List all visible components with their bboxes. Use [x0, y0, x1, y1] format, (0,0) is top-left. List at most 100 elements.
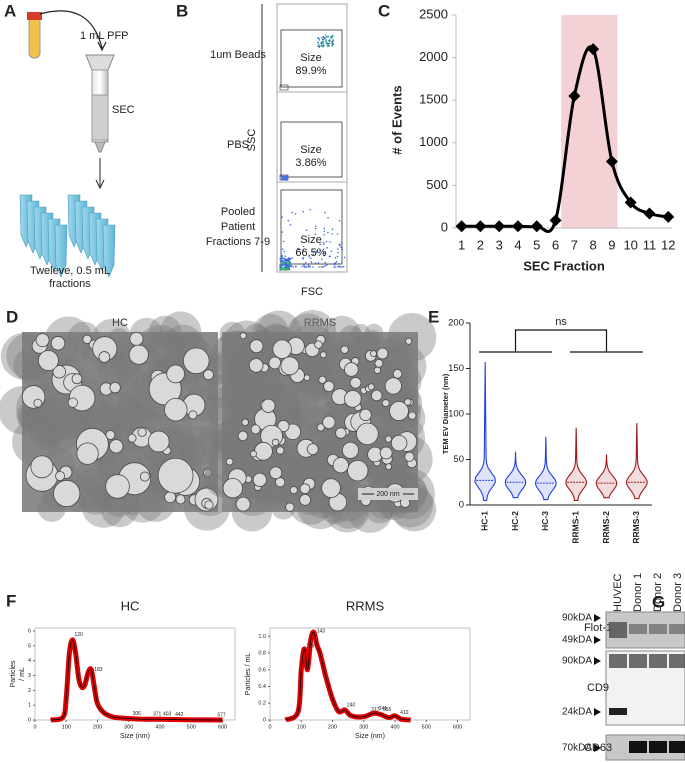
grain: [279, 458, 324, 504]
gate-percent: 66.5%: [295, 247, 326, 259]
event-dot: [279, 258, 281, 260]
event-dot: [281, 263, 284, 266]
x-tick-label: 200: [328, 724, 337, 730]
axis-label: FSC: [301, 286, 323, 298]
grain: [148, 315, 182, 349]
grain: [234, 358, 280, 405]
x-tick-label: 4: [514, 237, 521, 252]
grain: [315, 429, 360, 474]
event-dot: [309, 208, 311, 211]
x-tick-label: 200: [93, 724, 102, 730]
marker: [474, 220, 487, 233]
vesicle: [250, 424, 261, 435]
blot-name: CD9: [587, 682, 609, 694]
event-dot: [303, 264, 305, 266]
event-dot: [329, 241, 331, 243]
grain: [227, 374, 248, 395]
vesicle: [182, 347, 210, 375]
grain: [210, 391, 261, 443]
y-axis-label: # of Events: [389, 85, 404, 154]
event-dot: [289, 258, 291, 261]
x-tick-label: HC-3: [540, 511, 550, 531]
x-tick-label: RRMS-2: [601, 511, 611, 544]
event-dot: [280, 268, 283, 270]
grain: [302, 407, 333, 438]
event-dot: [291, 257, 293, 259]
event-dot: [283, 257, 285, 260]
event-dot: [322, 38, 325, 41]
tube: [102, 224, 116, 278]
vesicle: [341, 441, 359, 459]
annotation: ns: [555, 316, 567, 328]
vesicle: [239, 332, 247, 340]
grain: [360, 366, 397, 403]
event-dot: [328, 42, 331, 45]
y-tick-label: 2: [28, 688, 31, 694]
grain: [57, 405, 92, 440]
event-dot: [302, 249, 305, 251]
grain: [214, 427, 243, 456]
violin: [534, 436, 557, 501]
vesicle: [318, 375, 327, 384]
grain: [99, 391, 142, 434]
peak-label: 306: [133, 711, 142, 717]
grain: [136, 325, 185, 373]
peak-label: 183: [94, 667, 103, 673]
image-title: HC: [112, 317, 128, 329]
x-tick-label: 8: [589, 237, 596, 252]
gate-label: Size: [300, 234, 321, 246]
vesicle: [203, 369, 214, 381]
vesicle: [321, 478, 341, 498]
marker: [568, 89, 581, 102]
grain: [364, 329, 381, 347]
event-dot: [327, 231, 329, 234]
grain: [147, 330, 187, 370]
grain: [26, 397, 73, 445]
event-dot: [285, 259, 288, 262]
vesicle: [137, 427, 147, 437]
grain: [271, 494, 296, 520]
vesicle: [299, 493, 311, 506]
y-tick-label: 200: [448, 318, 464, 329]
panel-label: G: [652, 592, 665, 611]
vesicle: [268, 356, 282, 370]
marker-arrow: [594, 744, 601, 752]
grain: [221, 367, 267, 413]
vesicle: [385, 463, 393, 471]
vesicle: [285, 502, 295, 512]
event-dot: [281, 248, 284, 250]
y-tick-label: 0: [441, 219, 448, 234]
panel-label: C: [378, 1, 390, 20]
event-dot: [325, 40, 327, 43]
band: [669, 624, 685, 634]
event-dot: [323, 227, 326, 230]
vesicle: [35, 333, 50, 348]
grain: [270, 375, 320, 425]
lane-label: HUVEC: [612, 573, 624, 612]
event-dot: [325, 34, 327, 36]
y-tick-label: 0.2: [258, 701, 266, 707]
vesicle: [289, 486, 298, 495]
x-tick-label: 9: [608, 237, 615, 252]
vesicle: [53, 479, 81, 508]
vesicle: [203, 468, 213, 477]
sample-label: Pooled: [221, 206, 255, 218]
event-dot: [331, 36, 334, 39]
event-dot: [332, 39, 334, 42]
vesicle: [249, 450, 257, 458]
tube: [54, 224, 68, 278]
event-dot: [282, 178, 284, 181]
x-tick-label: 600: [453, 724, 462, 730]
grain: [214, 427, 244, 456]
event-dot: [312, 251, 315, 253]
event-dot: [317, 45, 319, 47]
event-dot: [323, 233, 325, 236]
event-dot: [305, 229, 308, 232]
event-dot: [280, 175, 282, 177]
x-tick-label: 2: [477, 237, 484, 252]
vesicle: [204, 500, 214, 510]
grain: [240, 373, 265, 397]
y-tick-label: 2000: [419, 49, 448, 64]
grain: [208, 373, 244, 409]
y-tick-label: 0.6: [258, 667, 266, 673]
